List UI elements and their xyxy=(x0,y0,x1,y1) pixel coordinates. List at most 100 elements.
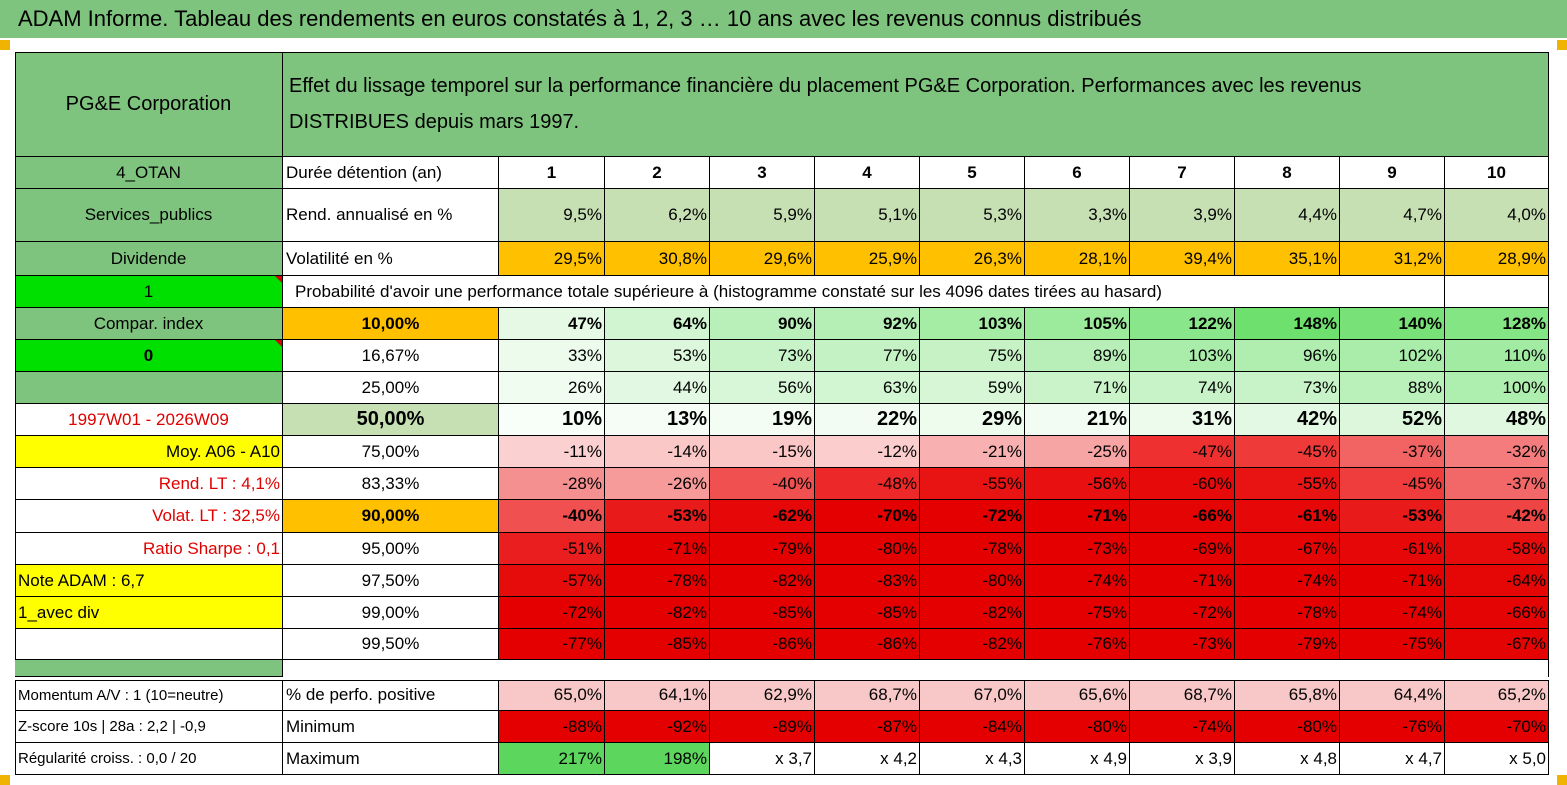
probability-value: -72% xyxy=(499,597,605,629)
probability-value: -28% xyxy=(499,468,605,500)
regularite-label: Régularité croiss. : 0,0 / 20 xyxy=(15,743,283,775)
probability-value: -45% xyxy=(1340,468,1445,500)
rend-value: 4,7% xyxy=(1340,189,1445,242)
probability-value: 53% xyxy=(605,340,710,372)
probability-threshold: 25,00% xyxy=(283,372,499,404)
probability-threshold: 99,00% xyxy=(283,597,499,629)
vol-value: 31,2% xyxy=(1340,242,1445,276)
probability-threshold: 90,00% xyxy=(283,500,499,533)
probability-value: -51% xyxy=(499,533,605,565)
probability-value: 103% xyxy=(1130,340,1235,372)
probability-value: -37% xyxy=(1445,468,1549,500)
probability-value: -53% xyxy=(605,500,710,533)
min-value: -88% xyxy=(499,711,605,743)
year-10: 10 xyxy=(1445,157,1549,189)
flag-1: 1 xyxy=(15,276,283,308)
probability-value: 22% xyxy=(815,404,920,436)
probability-threshold: 83,33% xyxy=(283,468,499,500)
flag-2: 0 xyxy=(15,340,283,372)
probability-value: -72% xyxy=(920,500,1025,533)
probability-value: 10% xyxy=(499,404,605,436)
vol-value: 28,9% xyxy=(1445,242,1549,276)
year-9: 9 xyxy=(1340,157,1445,189)
min-value: -76% xyxy=(1340,711,1445,743)
max-value: x 3,7 xyxy=(710,743,815,775)
pos-value: 65,2% xyxy=(1445,680,1549,711)
probability-value: -71% xyxy=(1130,565,1235,597)
probability-value: 73% xyxy=(710,340,815,372)
probability-value: -85% xyxy=(605,629,710,660)
probability-value: -78% xyxy=(920,533,1025,565)
probability-value: -15% xyxy=(710,436,815,468)
asset-type: Dividende xyxy=(15,242,283,276)
header-description: Effet du lissage temporel sur la perform… xyxy=(283,52,1549,157)
probability-value: -82% xyxy=(920,597,1025,629)
probability-value: -32% xyxy=(1445,436,1549,468)
min-value: -87% xyxy=(815,711,920,743)
vol-value: 39,4% xyxy=(1130,242,1235,276)
year-8: 8 xyxy=(1235,157,1340,189)
rend-value: 4,4% xyxy=(1235,189,1340,242)
max-value: x 4,2 xyxy=(815,743,920,775)
rend-value: 3,9% xyxy=(1130,189,1235,242)
min-value: -84% xyxy=(920,711,1025,743)
year-7: 7 xyxy=(1130,157,1235,189)
min-label: Minimum xyxy=(283,711,499,743)
probability-value: -42% xyxy=(1445,500,1549,533)
corner-handle xyxy=(0,775,10,785)
empty-cell xyxy=(15,629,283,660)
pos-value: 68,7% xyxy=(815,680,920,711)
probability-value: -64% xyxy=(1445,565,1549,597)
rend-value: 5,9% xyxy=(710,189,815,242)
max-label: Maximum xyxy=(283,743,499,775)
probability-value: 92% xyxy=(815,308,920,340)
probability-value: -60% xyxy=(1130,468,1235,500)
duree-label: Durée détention (an) xyxy=(283,157,499,189)
probability-value: 59% xyxy=(920,372,1025,404)
min-value: -70% xyxy=(1445,711,1549,743)
avec-div-label: 1_avec div xyxy=(15,597,283,629)
rend-value: 5,3% xyxy=(920,189,1025,242)
pos-value: 65,8% xyxy=(1235,680,1340,711)
probability-value: -71% xyxy=(605,533,710,565)
probability-value: 44% xyxy=(605,372,710,404)
probability-value: 77% xyxy=(815,340,920,372)
min-value: -80% xyxy=(1235,711,1340,743)
pos-value: 67,0% xyxy=(920,680,1025,711)
probability-value: -80% xyxy=(815,533,920,565)
probability-value: 110% xyxy=(1445,340,1549,372)
probability-value: 90% xyxy=(710,308,815,340)
vol-value: 28,1% xyxy=(1025,242,1130,276)
probability-value: -80% xyxy=(920,565,1025,597)
probability-value: -85% xyxy=(710,597,815,629)
probability-value: -55% xyxy=(920,468,1025,500)
report-title: ADAM Informe. Tableau des rendements en … xyxy=(0,0,1567,38)
probability-value: -79% xyxy=(710,533,815,565)
probability-value: -53% xyxy=(1340,500,1445,533)
probability-value: -72% xyxy=(1130,597,1235,629)
empty-green-band xyxy=(15,660,283,677)
volat-lt: Volat. LT : 32,5% xyxy=(15,500,283,533)
probability-threshold: 97,50% xyxy=(283,565,499,597)
rend-value: 9,5% xyxy=(499,189,605,242)
max-value: 217% xyxy=(499,743,605,775)
probability-value: 102% xyxy=(1340,340,1445,372)
corner-handle xyxy=(0,40,10,50)
probability-value: 29% xyxy=(920,404,1025,436)
vol-label: Volatilité en % xyxy=(283,242,499,276)
probability-value: 89% xyxy=(1025,340,1130,372)
probability-value: 75% xyxy=(920,340,1025,372)
probability-value: -70% xyxy=(815,500,920,533)
min-value: -92% xyxy=(605,711,710,743)
probability-threshold: 10,00% xyxy=(283,308,499,340)
max-value: x 4,8 xyxy=(1235,743,1340,775)
probability-value: 63% xyxy=(815,372,920,404)
min-value: -80% xyxy=(1025,711,1130,743)
probability-value: -61% xyxy=(1340,533,1445,565)
probability-value: -79% xyxy=(1235,629,1340,660)
probability-value: -86% xyxy=(815,629,920,660)
probability-value: 21% xyxy=(1025,404,1130,436)
empty-band xyxy=(283,660,1549,677)
probability-value: -85% xyxy=(815,597,920,629)
max-value: x 4,7 xyxy=(1340,743,1445,775)
